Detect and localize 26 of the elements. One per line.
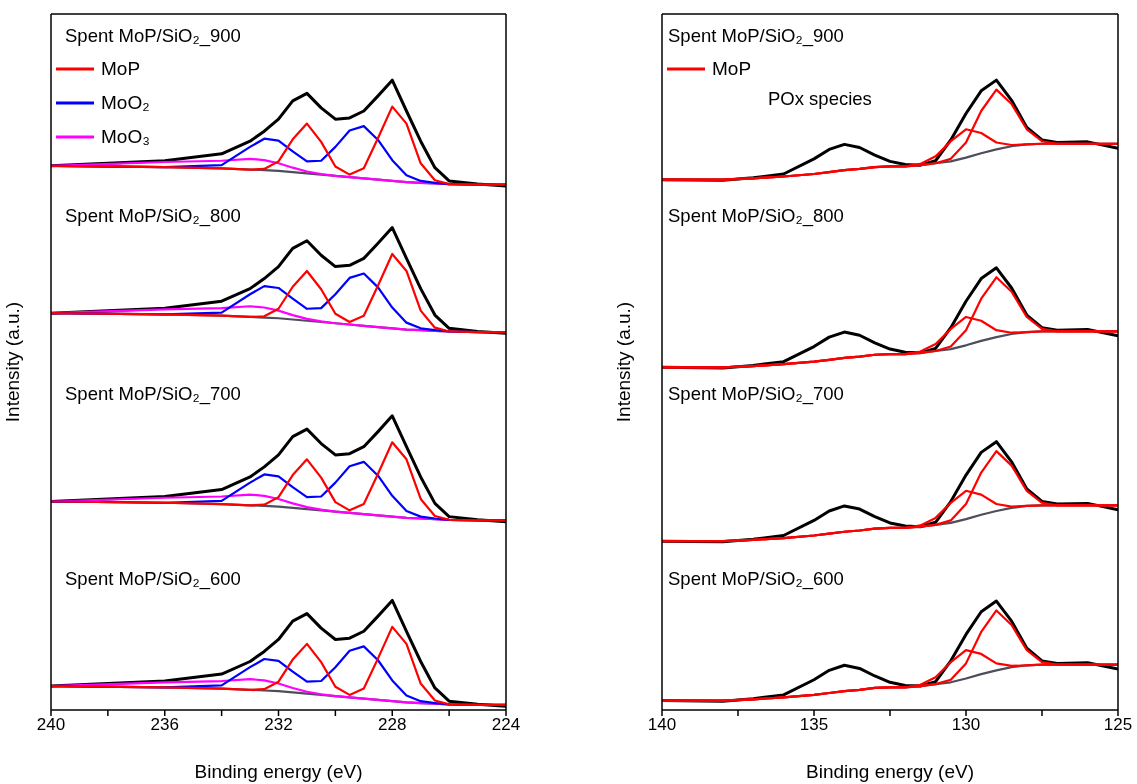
x-tick-label: 130 (951, 715, 981, 735)
x-tick-label: 140 (647, 715, 677, 735)
legend-label: MoP (712, 57, 752, 81)
legend-label: MoO₂ (101, 91, 150, 115)
x-tick-label: 240 (36, 715, 66, 735)
x-tick-label: 224 (491, 715, 521, 735)
annotation: Spent MoP/SiO₂_800 (668, 205, 844, 227)
annotation: Spent MoP/SiO₂_700 (668, 383, 844, 405)
annotation: Spent MoP/SiO₂_600 (668, 568, 844, 590)
annotation: Spent MoP/SiO₂_700 (65, 383, 241, 405)
x-tick-label: 236 (150, 715, 179, 735)
x-axis-title: Binding energy (eV) (194, 761, 363, 783)
x-tick-label: 232 (264, 715, 293, 735)
x-tick-label: 228 (378, 715, 407, 735)
y-axis-title: Intensity (a.u.) (2, 301, 24, 423)
annotation: POx species (768, 88, 872, 110)
legend-label: MoO₃ (101, 125, 150, 149)
annotation: Spent MoP/SiO₂_600 (65, 568, 241, 590)
x-tick-label: 135 (799, 715, 829, 735)
legend-label: MoP (101, 57, 141, 81)
annotation: Spent MoP/SiO₂_800 (65, 205, 241, 227)
text: Spent MoP/SiO₂_900 (668, 25, 844, 47)
text: Spent MoP/SiO₂_900 (65, 25, 241, 47)
x-tick-label: 125 (1103, 715, 1133, 735)
y-axis-title: Intensity (a.u.) (613, 301, 635, 423)
x-axis-title: Binding energy (eV) (806, 761, 974, 783)
